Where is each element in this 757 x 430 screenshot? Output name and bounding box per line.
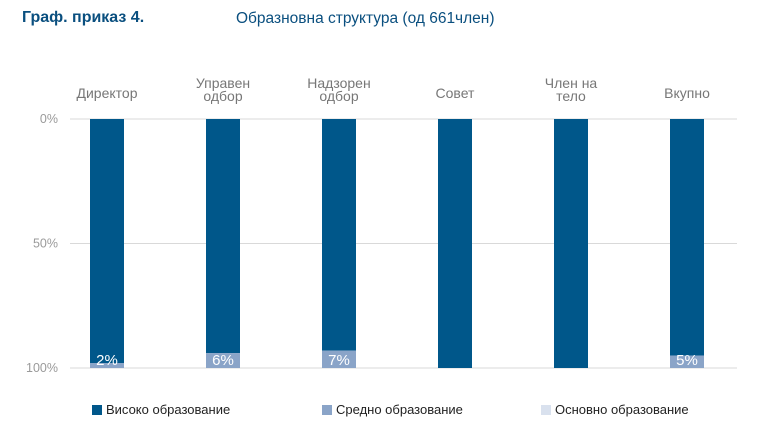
legend-label: Средно образование xyxy=(336,402,463,417)
bar-segment xyxy=(554,119,588,368)
data-label: 7% xyxy=(328,352,350,369)
legend-swatch xyxy=(541,405,551,415)
legend-swatch xyxy=(92,405,102,415)
category-label: тело xyxy=(556,88,586,104)
data-label: 2% xyxy=(96,352,118,369)
bar-segment xyxy=(670,355,704,368)
bar-segment xyxy=(322,119,356,351)
category-label: Член на xyxy=(545,75,598,91)
category-label: Надзорен xyxy=(307,75,370,91)
category-label: Совет xyxy=(436,85,475,101)
data-label: 6% xyxy=(212,352,234,369)
legend-label: Основно образование xyxy=(555,402,689,417)
figure-label: Граф. приказ 4. xyxy=(22,9,145,26)
bar-segment xyxy=(670,119,704,356)
chart-title: Образновна структура (од 661член) xyxy=(236,10,495,27)
bar-segment xyxy=(206,353,240,368)
category-label: Директор xyxy=(77,85,138,101)
bar-segment xyxy=(322,350,356,368)
category-label: Вкупно xyxy=(664,85,710,101)
bar-segment xyxy=(90,119,124,364)
category-label: одбор xyxy=(319,88,358,104)
bar-segment xyxy=(206,119,240,354)
data-label: 5% xyxy=(676,352,698,369)
bar-segment xyxy=(438,119,472,368)
y-tick-label: 100% xyxy=(26,361,58,375)
category-label: Управен xyxy=(196,75,250,91)
y-tick-label: 0% xyxy=(40,112,58,126)
y-tick-label: 50% xyxy=(33,237,58,251)
legend-swatch xyxy=(322,405,332,415)
category-label: одбор xyxy=(203,88,242,104)
legend-label: Високо образование xyxy=(106,402,230,417)
bar-segment xyxy=(90,363,124,368)
